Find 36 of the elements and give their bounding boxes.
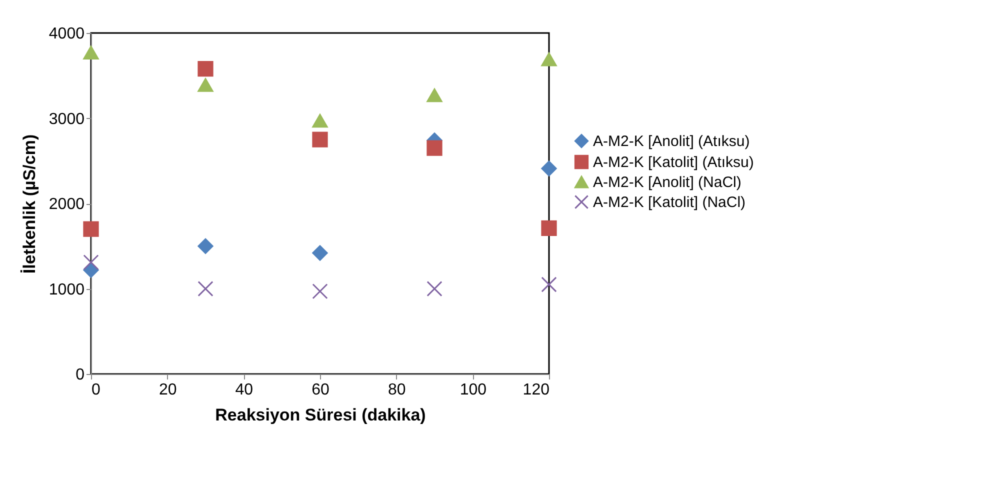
x-tick-label: 120 xyxy=(522,382,550,398)
x-tick-label: 20 xyxy=(158,382,177,398)
x-tick-label: 60 xyxy=(312,382,330,398)
legend-label: A-M2-K [Anolit] (NaCl) xyxy=(593,174,742,191)
point xyxy=(83,46,99,60)
point xyxy=(198,280,214,297)
point xyxy=(198,238,214,254)
y-tick-label: 1000 xyxy=(48,281,85,298)
point xyxy=(541,160,557,176)
point xyxy=(541,52,557,66)
legend-label: A-M2-K [Katolit] (NaCl) xyxy=(593,194,746,211)
legend-label: A-M2-K [Katolit] (Atıksu) xyxy=(593,154,754,171)
y-tick-label: 2000 xyxy=(48,196,85,213)
x-tick-label: 100 xyxy=(460,382,487,398)
point xyxy=(312,114,328,128)
point xyxy=(541,276,557,292)
point xyxy=(426,280,442,297)
point xyxy=(426,88,442,102)
y-axis-title: İletkenlik (µS/cm) xyxy=(20,134,39,274)
point xyxy=(312,283,328,300)
point xyxy=(312,245,328,261)
x-axis-title: Reaksiyon Süresi (dakika) xyxy=(215,406,426,424)
legend-label: A-M2-K [Anolit] (Atıksu) xyxy=(593,133,750,150)
y-tick-label: 4000 xyxy=(48,26,85,42)
y-tick-label: 3000 xyxy=(48,110,85,128)
point xyxy=(198,78,214,92)
point xyxy=(83,254,99,270)
x-tick-label: 80 xyxy=(388,382,406,398)
point xyxy=(541,220,557,236)
point xyxy=(83,221,99,237)
point xyxy=(426,140,442,156)
point xyxy=(198,60,214,77)
x-tick-label: 40 xyxy=(235,382,254,398)
x-tick-label: 0 xyxy=(92,382,100,398)
y-tick-label: 0 xyxy=(76,366,85,384)
point xyxy=(312,132,328,148)
